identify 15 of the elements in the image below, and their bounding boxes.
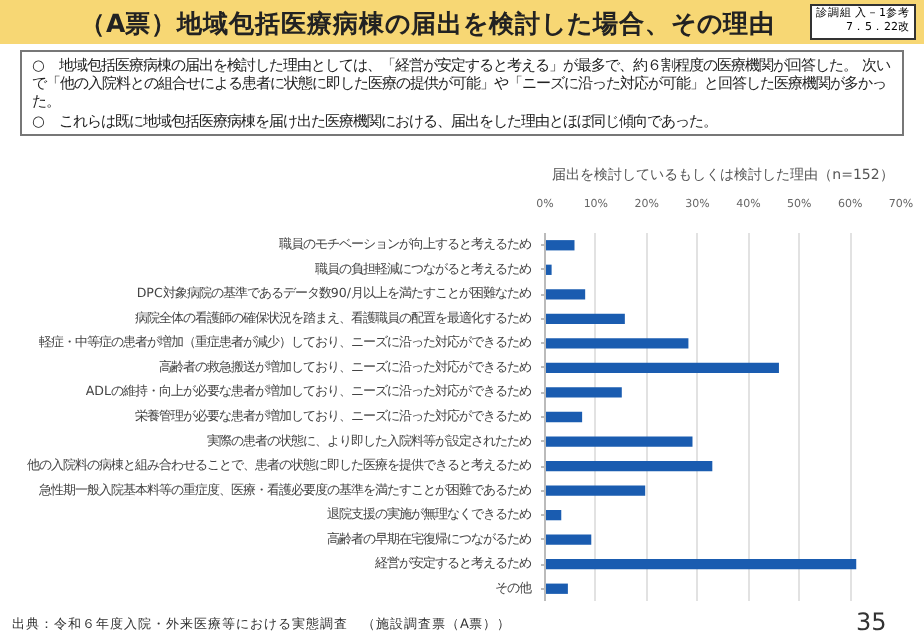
bar [545, 240, 575, 251]
bar [545, 583, 568, 594]
bar [545, 313, 625, 325]
bar [545, 362, 779, 374]
chart-title: （A票）地域包括医療病棟の届出を検討した場合、その理由 [80, 6, 776, 42]
bar [545, 460, 713, 472]
text: 35 [856, 606, 887, 640]
bar [545, 485, 646, 496]
bar [545, 559, 857, 570]
bar [545, 338, 689, 349]
bar [545, 436, 693, 447]
bar [545, 534, 592, 545]
bar [545, 411, 583, 423]
bar [545, 387, 622, 398]
bar [545, 289, 586, 300]
